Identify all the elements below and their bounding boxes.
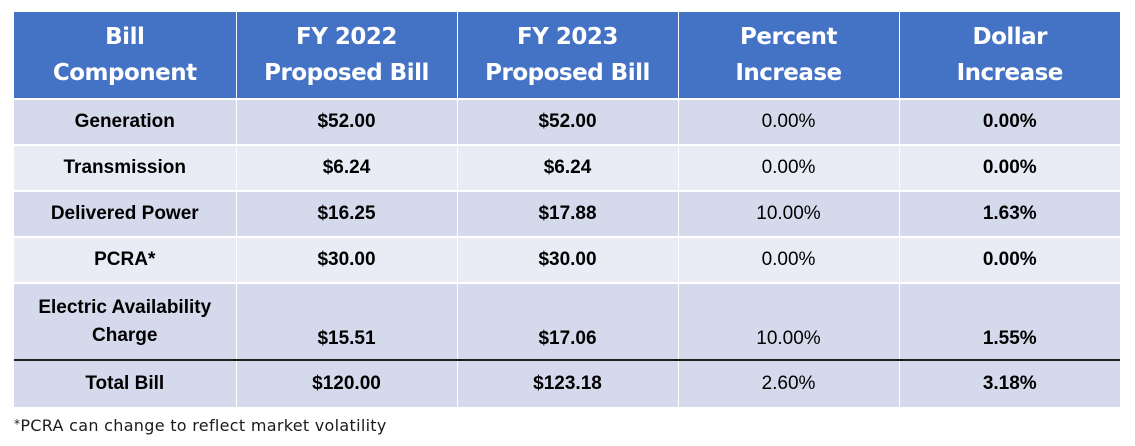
header-fy2022: FY 2022 Proposed Bill [236, 12, 458, 99]
cell-fy2023: $6.24 [457, 144, 679, 191]
footnote: *PCRA can change to reflect market volat… [14, 416, 387, 435]
header-line: Percent [740, 24, 837, 50]
cell-percent: 0.00% [678, 144, 900, 191]
table-row: Transmission $6.24 $6.24 0.00% 0.00% [14, 144, 1120, 191]
cell-dollar: 0.00% [899, 98, 1120, 145]
cell-component-line: Electric Availability [38, 296, 212, 318]
cell-component: Transmission [14, 144, 237, 191]
cell-total-label: Total Bill [14, 359, 237, 407]
cell-fy2022: $52.00 [236, 98, 458, 145]
cell-dollar: 1.55% [899, 282, 1120, 360]
header-line: FY 2022 [296, 24, 397, 50]
cell-component: Delivered Power [14, 190, 237, 237]
table-body: Generation $52.00 $52.00 0.00% 0.00% Tra… [14, 98, 1120, 407]
cell-fy2022: $6.24 [236, 144, 458, 191]
table-header: Bill Component FY 2022 Proposed Bill FY … [14, 12, 1120, 99]
table-row: Generation $52.00 $52.00 0.00% 0.00% [14, 98, 1120, 145]
cell-fy2022: $30.00 [236, 236, 458, 283]
header-fy2023: FY 2023 Proposed Bill [457, 12, 679, 99]
table-row: Electric Availability Charge $15.51 $17.… [14, 282, 1120, 360]
header-bill-component: Bill Component [14, 12, 237, 99]
cell-fy2023: $30.00 [457, 236, 679, 283]
cell-component: Electric Availability Charge [14, 282, 237, 360]
cell-total-dollar: 3.18% [899, 359, 1120, 407]
cell-dollar: 0.00% [899, 144, 1120, 191]
footnote-marker: * [14, 417, 21, 431]
footnote-text: PCRA can change to reflect market volati… [20, 416, 387, 435]
cell-dollar: 1.63% [899, 190, 1120, 237]
table-row: Delivered Power $16.25 $17.88 10.00% 1.6… [14, 190, 1120, 237]
header-line: Proposed Bill [485, 60, 650, 86]
total-row: Total Bill $120.00 $123.18 2.60% 3.18% [14, 359, 1120, 407]
cell-total-percent: 2.60% [678, 359, 900, 407]
header-line: Increase [956, 60, 1064, 86]
cell-percent: 0.00% [678, 98, 900, 145]
cell-fy2022: $15.51 [236, 282, 458, 360]
header-line: Proposed Bill [264, 60, 429, 86]
header-line: Dollar [972, 24, 1048, 50]
cell-percent: 10.00% [678, 282, 900, 360]
cell-dollar: 0.00% [899, 236, 1120, 283]
header-dollar-increase: Dollar Increase [899, 12, 1120, 99]
cell-fy2023: $52.00 [457, 98, 679, 145]
cell-total-fy2022: $120.00 [236, 359, 458, 407]
header-line: Bill [105, 24, 145, 50]
header-line: FY 2023 [517, 24, 618, 50]
cell-fy2022: $16.25 [236, 190, 458, 237]
table-row: PCRA* $30.00 $30.00 0.00% 0.00% [14, 236, 1120, 283]
header-line: Component [52, 60, 197, 86]
header-line: Increase [735, 60, 842, 86]
cell-fy2023: $17.88 [457, 190, 679, 237]
cell-fy2023: $17.06 [457, 282, 679, 360]
cell-component-line: Charge [92, 324, 158, 346]
cell-component: Generation [14, 98, 237, 145]
header-percent-increase: Percent Increase [678, 12, 900, 99]
cell-percent: 0.00% [678, 236, 900, 283]
cell-percent: 10.00% [678, 190, 900, 237]
header-row: Bill Component FY 2022 Proposed Bill FY … [14, 12, 1120, 99]
cell-total-fy2023: $123.18 [457, 359, 679, 407]
cell-component: PCRA* [14, 236, 237, 283]
bill-component-table: Bill Component FY 2022 Proposed Bill FY … [14, 12, 1120, 407]
